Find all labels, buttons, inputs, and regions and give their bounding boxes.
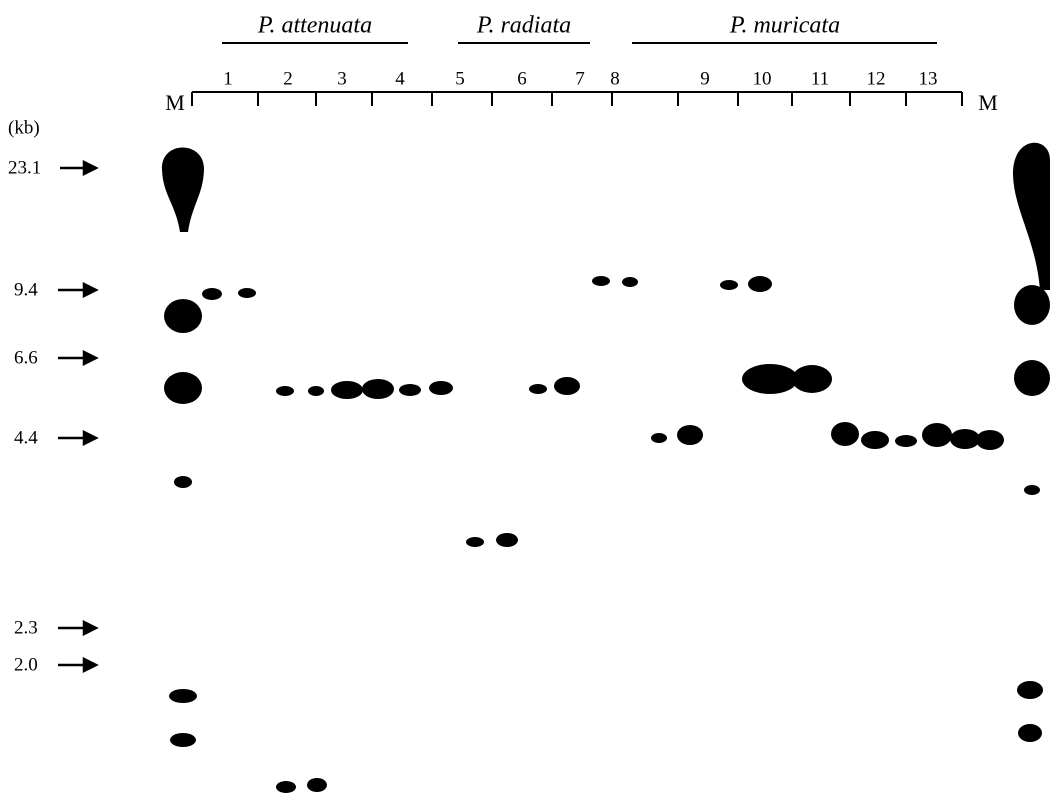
- lane-label: 12: [867, 68, 886, 89]
- lane-label: 11: [811, 68, 829, 89]
- lane-label: 8: [610, 68, 620, 89]
- size-label: 9.4: [14, 279, 38, 300]
- size-label: 23.1: [8, 157, 41, 178]
- lane-bracket: [192, 92, 962, 106]
- lane-label: 2: [283, 68, 293, 89]
- lane-label: 6: [517, 68, 527, 89]
- lane-label: 1: [223, 68, 233, 89]
- size-unit: (kb): [8, 117, 40, 138]
- species-label: P. muricata: [729, 13, 840, 39]
- lane-label: 7: [575, 68, 585, 89]
- size-label: 6.6: [14, 347, 38, 368]
- lane-label: 5: [455, 68, 465, 89]
- lane-label: 3: [337, 68, 347, 89]
- species-label: P. attenuata: [257, 13, 372, 39]
- size-label: 2.0: [14, 654, 38, 675]
- lane-label: 10: [753, 68, 772, 89]
- species-label: P. radiata: [476, 13, 571, 39]
- lane-label: 4: [395, 68, 405, 89]
- size-arrows: [58, 162, 96, 671]
- size-label: 2.3: [14, 617, 38, 638]
- marker-label: M: [165, 90, 185, 115]
- blot-figure: P. attenuata P. radiata P. muricata 1234…: [0, 0, 1050, 797]
- lane-label: 9: [700, 68, 710, 89]
- lane-label: 13: [919, 68, 938, 89]
- page: {"species": ["P. attenuata", "P. radiata…: [0, 0, 1050, 797]
- marker-label: M: [978, 90, 998, 115]
- size-label: 4.4: [14, 427, 38, 448]
- bands: [162, 143, 1050, 793]
